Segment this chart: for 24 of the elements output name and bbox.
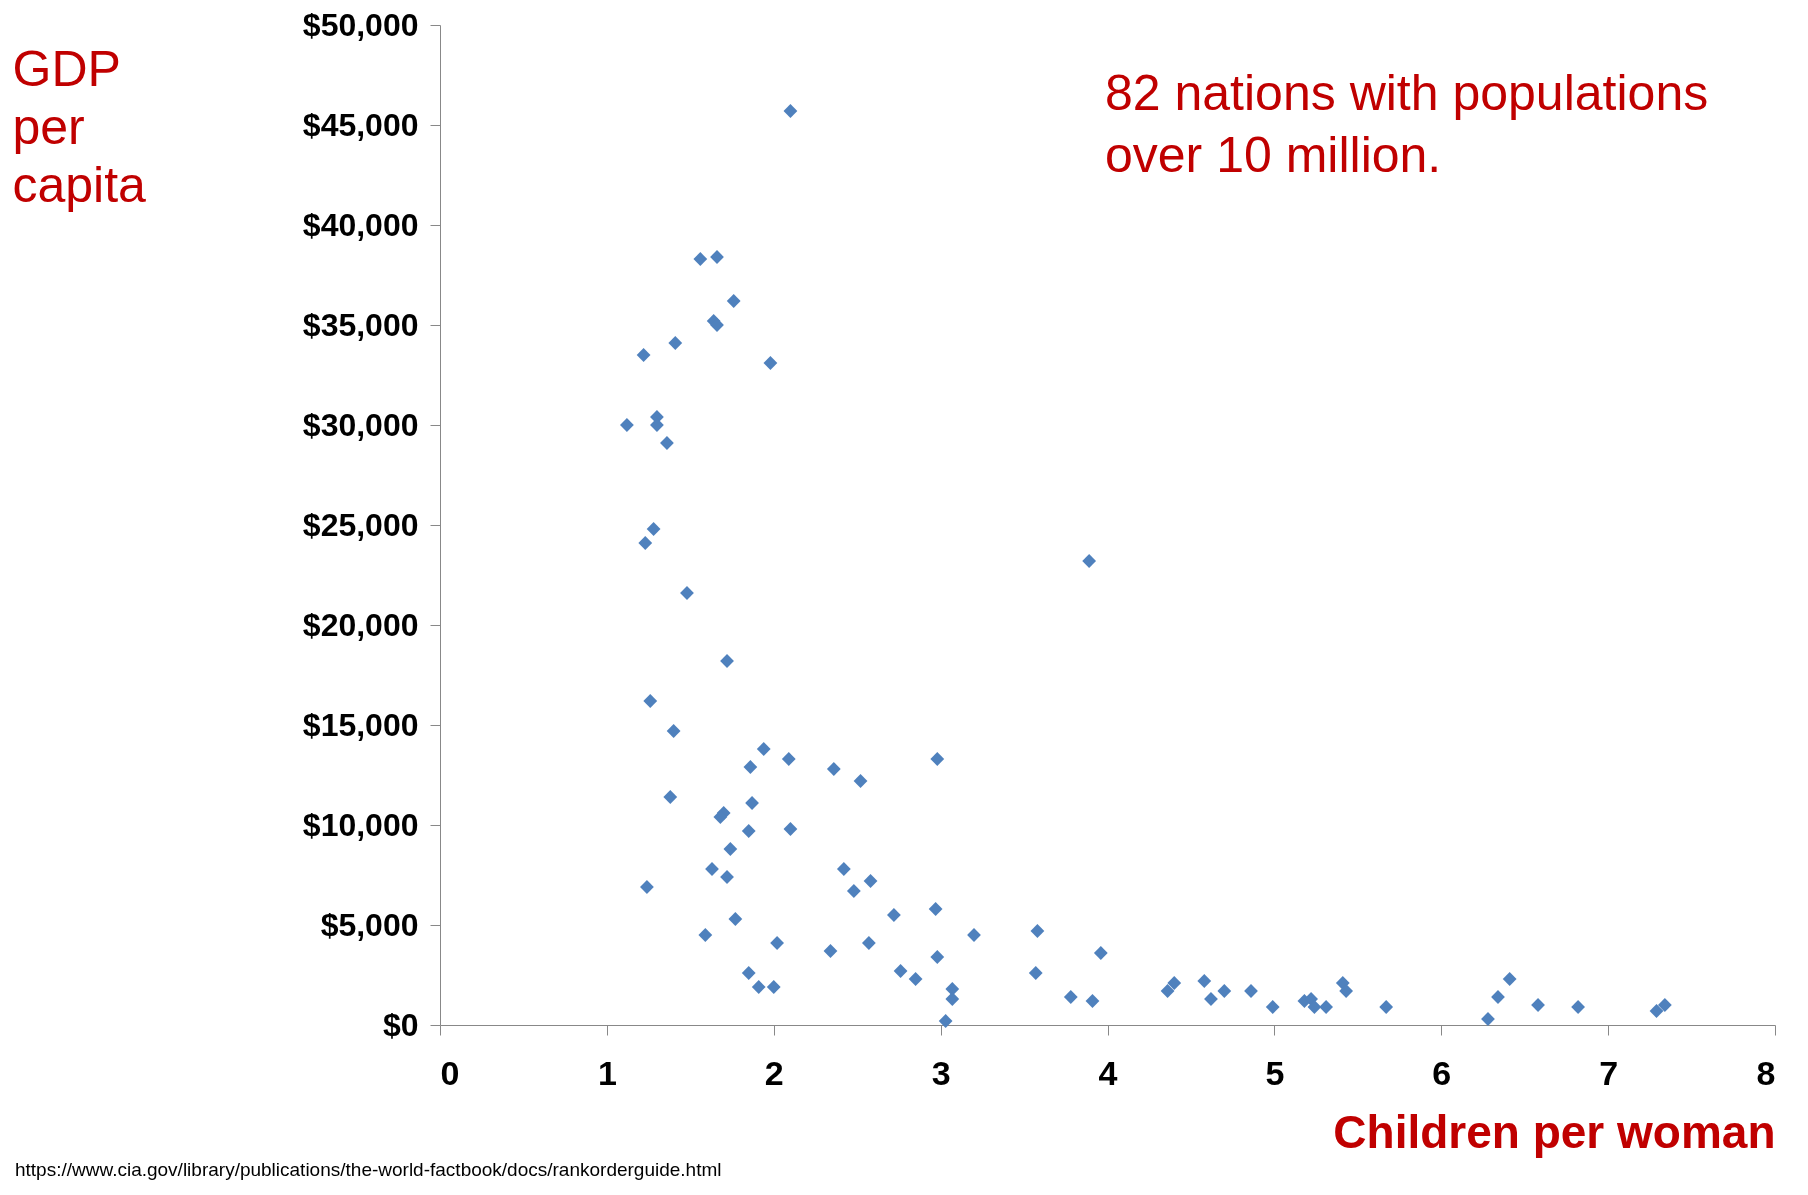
y-tick-label: $50,000 xyxy=(302,6,419,43)
x-tick-label: 0 xyxy=(440,1053,460,1092)
x-tick-label: 6 xyxy=(1432,1053,1452,1092)
x-tick-label: 4 xyxy=(1098,1053,1118,1092)
x-axis-title: Children per woman xyxy=(1333,1105,1776,1158)
text: https://www.cia.gov/library/publications/the-world-factbook/docs/rankorderguide.html xyxy=(15,1159,722,1180)
y-tick-label: $35,000 xyxy=(302,306,419,343)
y-axis-title: GDP per capita xyxy=(12,40,147,213)
y-tick-label: $20,000 xyxy=(302,606,419,643)
annotation: 82 nations with populations over 10 million. xyxy=(1105,65,1709,183)
y-tick-label: $45,000 xyxy=(302,106,419,143)
y-tick-label: $30,000 xyxy=(302,406,419,443)
x-tick-label: 8 xyxy=(1756,1053,1776,1092)
y-tick-label: $0 xyxy=(382,1006,419,1043)
x-tick-label: 1 xyxy=(597,1053,617,1092)
x-tick-label: 7 xyxy=(1599,1053,1619,1092)
x-tick-label: 3 xyxy=(931,1053,951,1092)
x-tick-label: 5 xyxy=(1265,1053,1285,1092)
y-tick-label: $40,000 xyxy=(302,206,419,243)
x-tick-label: 2 xyxy=(764,1053,784,1092)
y-tick-label: $5,000 xyxy=(320,906,419,943)
y-tick-label: $15,000 xyxy=(302,706,419,743)
y-tick-label: $25,000 xyxy=(302,506,419,543)
y-tick-label: $10,000 xyxy=(302,806,419,843)
